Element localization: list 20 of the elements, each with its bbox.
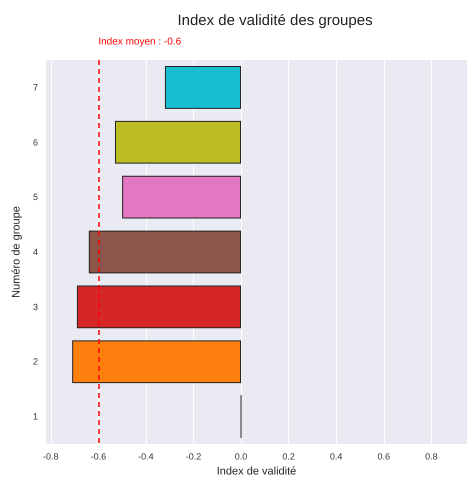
ref-line-label: Index moyen : -0.6	[98, 36, 182, 48]
x-tick-label: 0.0	[234, 452, 248, 462]
x-tick-label: 0.6	[377, 452, 390, 462]
y-tick-label: 4	[32, 247, 38, 257]
x-tick-label: 0.4	[330, 452, 342, 462]
x-tick-label: -0.8	[43, 452, 59, 462]
x-tick-label: 0.2	[282, 452, 295, 462]
y-axis-title: Numéro de groupe	[10, 206, 23, 298]
y-tick-label: 5	[32, 192, 38, 202]
x-axis-title: Index de validité	[216, 466, 296, 478]
x-tick-label: -0.4	[138, 452, 154, 462]
y-tick-label: 7	[32, 82, 38, 92]
x-tick-label: -0.2	[186, 452, 202, 462]
chart-title: Index de validité des groupes	[177, 12, 373, 29]
x-tick-label: 0.8	[425, 452, 438, 462]
y-tick-label: 2	[32, 356, 38, 367]
y-tick-label: 3	[32, 302, 38, 312]
x-tick-label: -0.6	[90, 452, 106, 462]
y-tick-label: 6	[32, 137, 38, 148]
y-tick-label: 1	[32, 412, 38, 422]
